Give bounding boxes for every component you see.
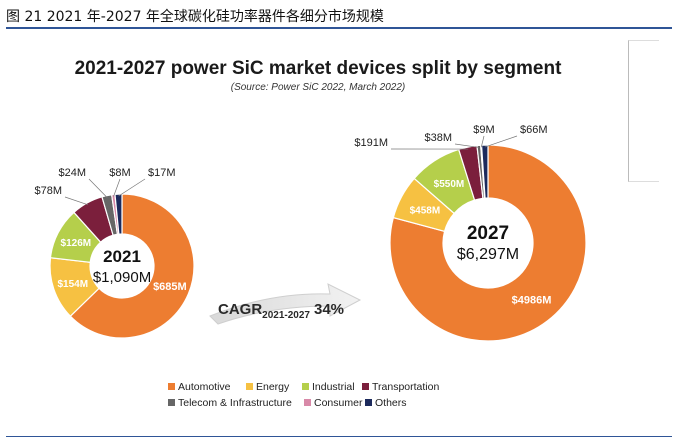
legend-label-automotive: Automotive xyxy=(178,381,231,393)
legend-swatch-transportation xyxy=(362,383,369,390)
center-total-2027: $6,297M xyxy=(457,246,519,263)
center-year-2027: 2027 xyxy=(467,223,509,244)
legend-swatch-energy xyxy=(246,383,253,390)
slice-2021-automotive xyxy=(69,193,195,339)
cagr-period: 2021-2027 xyxy=(262,310,310,321)
slice-2027-automotive xyxy=(389,144,587,342)
legend-label-industrial: Industrial xyxy=(312,381,355,393)
leader-2021-6 xyxy=(118,178,146,197)
center-total-2021: $1,090M xyxy=(93,269,151,286)
chart-title: 2021-2027 power SiC market devices split… xyxy=(75,58,563,79)
label-2027-0: $4986M xyxy=(512,295,552,307)
bottom-rule xyxy=(6,436,672,437)
legend-swatch-consumer xyxy=(304,399,311,406)
cagr-label: CAGR xyxy=(218,301,262,318)
legend-swatch-telecom-infrastructure xyxy=(168,399,175,406)
label-2021-0: $685M xyxy=(153,281,187,293)
slice-2021-others xyxy=(114,193,123,235)
donuts-layer: $685M $154M $126M $78M $24M $8M $17M 2021 $1,090… xyxy=(34,124,587,342)
cagr-value: 34% xyxy=(314,301,344,318)
label-2027-2: $550M xyxy=(434,179,465,190)
slice-2027-others xyxy=(480,144,489,199)
cagr-text: CAGR2021-2027 34% xyxy=(218,301,344,321)
legend-label-others: Others xyxy=(375,397,407,409)
leader-2027-6 xyxy=(484,135,518,148)
label-2021-2: $126M xyxy=(61,238,92,249)
label-2021-5: $8M xyxy=(109,167,130,179)
label-2021-6: $17M xyxy=(148,167,176,179)
label-2027-3: $191M xyxy=(354,137,388,149)
label-2027-5: $9M xyxy=(473,124,494,136)
legend-label-transportation: Transportation xyxy=(372,381,439,393)
legend-swatch-automotive xyxy=(168,383,175,390)
label-2021-1: $154M xyxy=(57,279,88,290)
chart-subtitle: (Source: Power SiC 2022, March 2022) xyxy=(231,82,406,93)
label-2027-1: $458M xyxy=(410,205,441,216)
leader-2021-5 xyxy=(113,178,121,197)
figure-caption: 图 21 2021 年-2027 年全球碳化硅功率器件各细分市场规模 xyxy=(6,9,384,25)
legend-swatch-others xyxy=(365,399,372,406)
label-2021-4: $24M xyxy=(58,167,86,179)
center-year-2021: 2021 xyxy=(103,247,141,266)
cagr-arrow xyxy=(209,283,362,325)
legend-label-telecom-infrastructure: Telecom & Infrastructure xyxy=(178,397,292,409)
leader-2027-4 xyxy=(454,143,480,148)
side-frame xyxy=(628,40,659,182)
leader-2027-5 xyxy=(480,135,485,148)
legend-label-consumer: Consumer xyxy=(314,397,363,409)
legend-swatch-industrial xyxy=(302,383,309,390)
leader-2021-3 xyxy=(64,196,89,206)
label-2021-3: $78M xyxy=(34,185,62,197)
label-2027-6: $66M xyxy=(520,124,548,136)
top-rule xyxy=(6,27,672,29)
legend: Automotive Energy Industrial Transportation… xyxy=(168,381,439,409)
leader-2021-4 xyxy=(88,178,108,198)
legend-label-energy: Energy xyxy=(256,381,290,393)
label-2027-4: $38M xyxy=(424,132,452,144)
